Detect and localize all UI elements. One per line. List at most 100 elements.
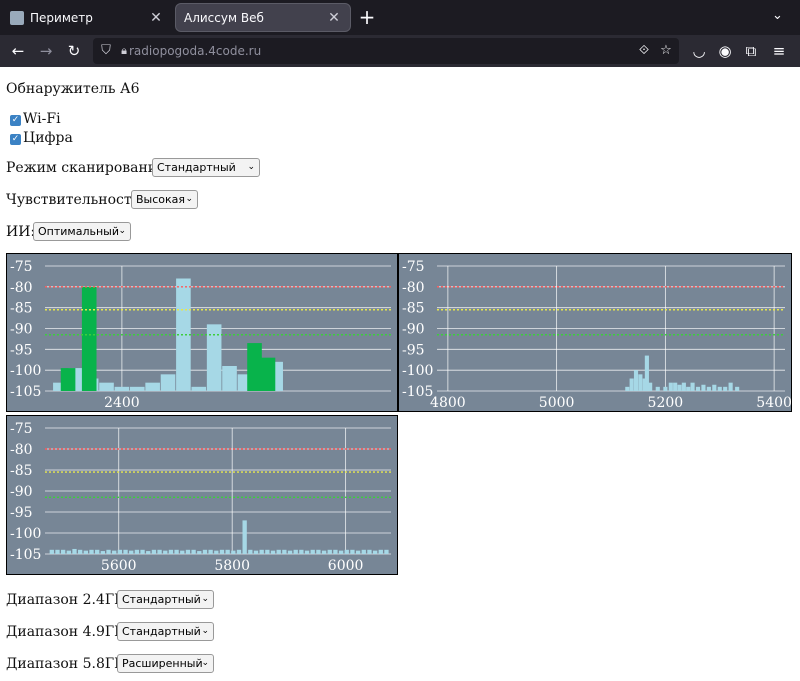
site-favicon-icon	[10, 10, 24, 25]
new-tab-plus-icon[interactable]: +	[358, 5, 376, 29]
bar	[350, 549, 355, 554]
x-tick-label: 4800	[430, 395, 466, 411]
y-tick-label: -100	[402, 363, 433, 379]
bar	[236, 549, 242, 554]
address-bar[interactable]: ⛉ 🔒︎ radiopogoda.4code.ru ⟐ ☆	[93, 38, 679, 64]
bar	[160, 374, 176, 391]
bar	[677, 384, 682, 391]
extensions-puzzle-icon[interactable]: ⧉	[745, 42, 757, 60]
bar	[673, 382, 678, 391]
bar	[625, 386, 630, 391]
y-tick-label: -80	[402, 280, 425, 296]
y-tick-label: -80	[10, 280, 33, 296]
bar	[99, 382, 114, 391]
bar	[100, 551, 106, 554]
bar	[163, 550, 168, 554]
y-tick-label: -95	[10, 342, 33, 358]
band-58-label: Диапазон 5.8ГГц:	[6, 656, 138, 672]
bar	[270, 550, 276, 554]
bar	[355, 550, 361, 554]
bar	[260, 357, 276, 391]
bar	[728, 382, 733, 391]
forward-arrow-icon[interactable]: →	[39, 42, 53, 60]
tab-bar: Периметр ✕ Алиссум Веб ✕ + ⌄	[0, 0, 800, 35]
bar	[174, 549, 179, 554]
band-49-label: Диапазон 4.9ГГц:	[6, 624, 138, 640]
bar	[681, 382, 686, 391]
bar	[361, 549, 366, 554]
bar	[276, 549, 281, 554]
bar	[304, 550, 310, 554]
bar	[55, 549, 60, 554]
bar	[89, 549, 94, 554]
bar	[214, 550, 219, 554]
bar	[253, 550, 259, 554]
y-tick-label: -95	[402, 342, 425, 358]
bar	[129, 386, 145, 391]
tab-perimeter[interactable]: Периметр ✕	[2, 4, 172, 31]
bar	[185, 549, 191, 554]
lock-icon[interactable]: 🔒︎	[121, 44, 127, 57]
bar	[83, 550, 88, 554]
y-tick-label: -85	[10, 463, 33, 479]
bar	[242, 520, 247, 554]
pocket-icon[interactable]: ◡	[692, 42, 706, 60]
bar	[60, 368, 76, 391]
bar	[146, 551, 151, 554]
spectrum-chart-2400: -75 -80 -85 -90 -95 -100 -105 2400	[10, 259, 391, 411]
chevron-down-icon: ⌄	[201, 658, 209, 668]
bar	[157, 549, 162, 554]
x-tick-label: 6000	[328, 558, 364, 574]
band-49-value: Стандартный	[122, 625, 201, 638]
bar	[78, 549, 83, 554]
bar	[701, 384, 706, 391]
bar	[287, 550, 293, 554]
close-tab-icon[interactable]: ✕	[150, 9, 162, 26]
band-49-select[interactable]: Стандартный ⌄	[117, 622, 214, 641]
bar	[338, 550, 344, 554]
back-arrow-icon[interactable]: ←	[11, 42, 25, 60]
tab-alyssum-web[interactable]: Алиссум Веб ✕	[176, 4, 350, 31]
band-58-select[interactable]: Расширенный ⌄	[117, 654, 214, 673]
band-24-select[interactable]: Стандартный ⌄	[117, 590, 214, 609]
bar	[168, 549, 174, 554]
digital-checkbox[interactable]: ✓	[10, 134, 21, 145]
bar	[151, 549, 157, 554]
y-tick-label: -105	[10, 384, 41, 400]
sensitivity-select[interactable]: Высокая ⌄	[131, 190, 198, 209]
close-tab-icon[interactable]: ✕	[328, 9, 340, 26]
bar	[695, 386, 701, 391]
bar	[327, 549, 332, 554]
tab-title: Алиссум Веб	[184, 10, 264, 25]
bookmark-star-icon[interactable]: ☆	[660, 43, 672, 58]
bar	[206, 324, 222, 391]
wifi-checkbox[interactable]: ✓	[10, 115, 21, 126]
bar	[134, 549, 140, 554]
chevron-down-icon: ⌄	[185, 194, 193, 204]
band-24-value: Стандартный	[122, 593, 201, 606]
sensitivity-label: Чувствительность:	[6, 192, 144, 208]
bar	[49, 549, 54, 554]
bar	[72, 548, 77, 554]
x-tick-label: 5600	[101, 558, 137, 574]
y-tick-label: -105	[10, 547, 41, 563]
tab-list-chevron-down-icon[interactable]: ⌄	[772, 8, 783, 23]
bar	[333, 549, 338, 554]
bar	[372, 550, 378, 554]
y-tick-label: -80	[10, 442, 33, 458]
bar	[114, 386, 130, 391]
translate-icon[interactable]: ⟐	[638, 43, 650, 58]
wifi-checkbox-label: Wi-Fi	[23, 111, 61, 127]
scan-mode-label: Режим сканирования:	[6, 160, 171, 176]
account-icon[interactable]: ◉	[718, 42, 732, 60]
url-text[interactable]: radiopogoda.4code.ru	[129, 44, 262, 58]
ai-select[interactable]: Оптимальный ⌄	[33, 222, 131, 241]
shield-icon[interactable]: ⛉	[101, 43, 111, 58]
reload-icon[interactable]: ↻	[67, 42, 81, 60]
chevron-down-icon: ⌄	[201, 594, 209, 604]
bar	[321, 550, 327, 554]
menu-hamburger-icon[interactable]: ≡	[772, 42, 786, 60]
scan-mode-select[interactable]: Стандартный ⌄	[152, 158, 260, 177]
digital-checkbox-label: Цифра	[23, 130, 73, 146]
